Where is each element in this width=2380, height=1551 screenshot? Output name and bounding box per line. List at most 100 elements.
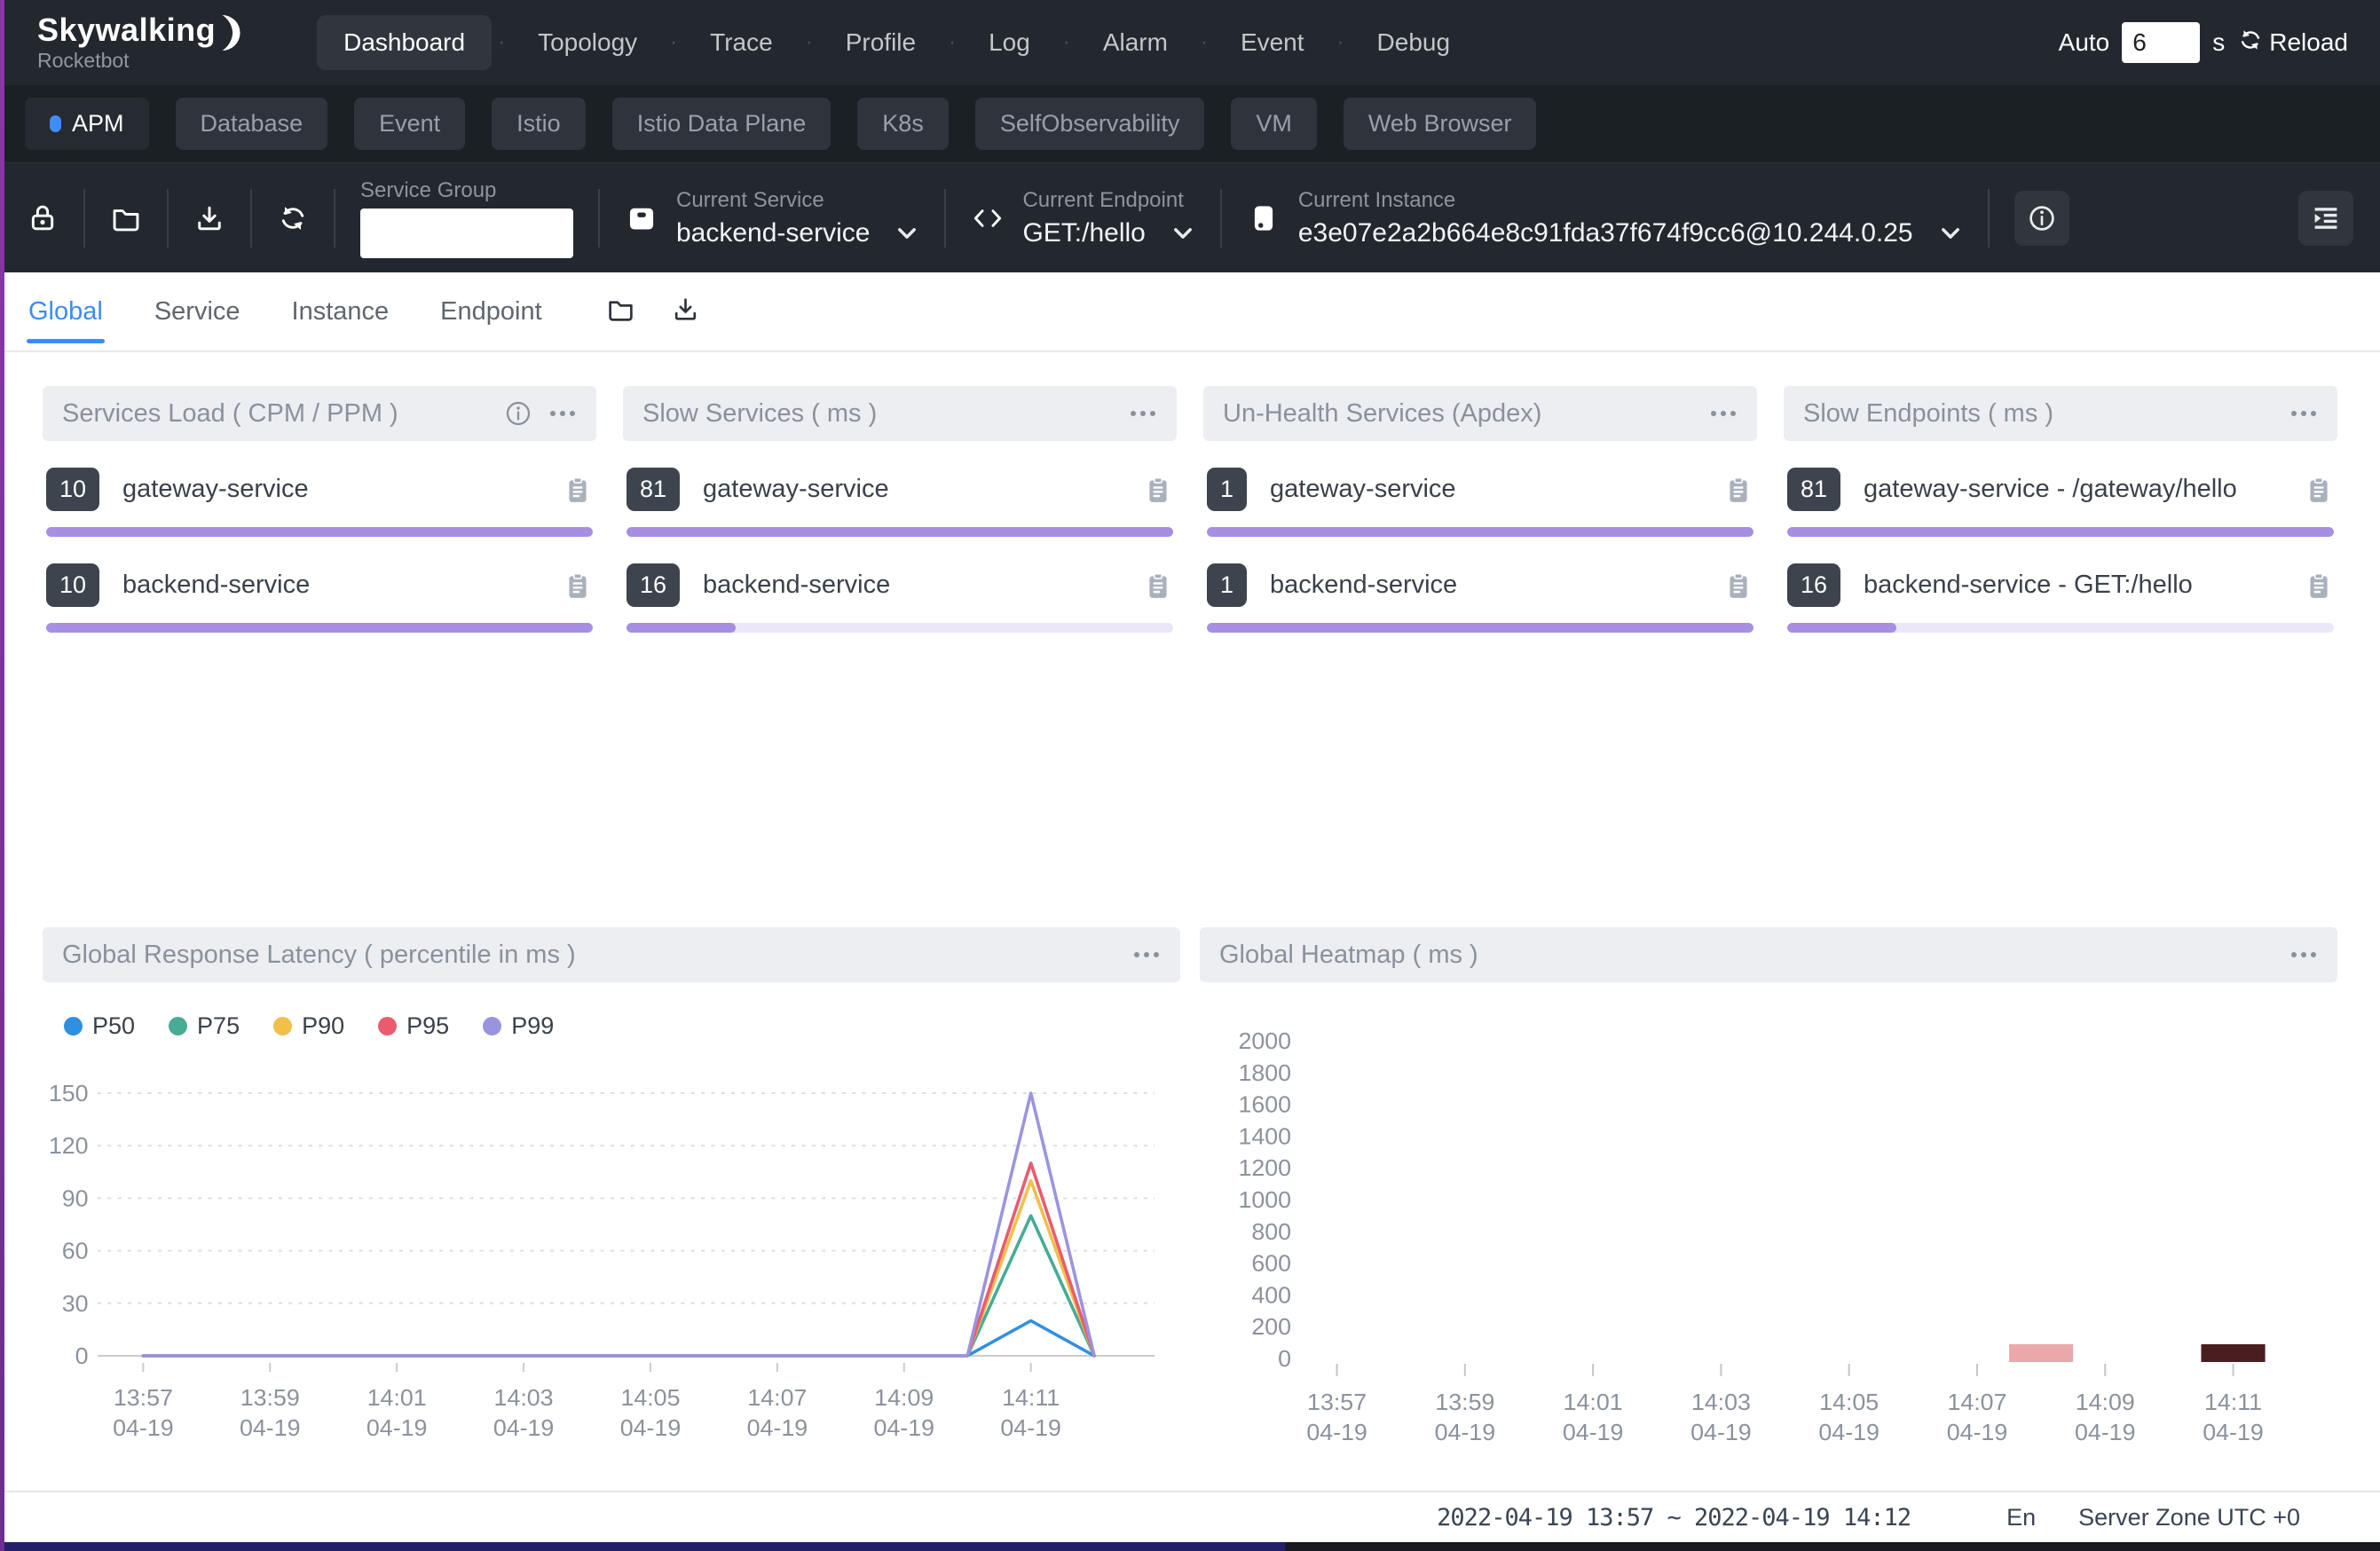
svg-text:04-19: 04-19 [240, 1414, 301, 1441]
service-name-link[interactable]: backend-service [122, 571, 540, 600]
ellipsis-menu-icon[interactable] [2289, 947, 2318, 963]
dash-tab-label: Istio Data Plane [637, 110, 807, 138]
svg-text:14:05: 14:05 [1819, 1389, 1879, 1415]
download-icon[interactable] [193, 202, 225, 234]
metric-row: 16backend-service - GET:/hello [1784, 563, 2337, 633]
legend-label: P75 [197, 1012, 240, 1040]
legend-item-p50[interactable]: P50 [64, 1012, 135, 1040]
current-service-label: Current Service [676, 188, 919, 213]
clipboard-icon[interactable] [1723, 571, 1753, 601]
chevron-down-icon [894, 221, 919, 246]
folder-icon[interactable] [606, 295, 635, 328]
divider [83, 189, 85, 248]
service-name-link[interactable]: backend-service [703, 571, 1120, 600]
divider [1988, 189, 1990, 248]
nav-item-event[interactable]: Event [1214, 15, 1331, 70]
download-icon[interactable] [671, 295, 700, 328]
service-name-link[interactable]: gateway-service [1270, 475, 1700, 504]
clipboard-icon[interactable] [1723, 475, 1753, 505]
clipboard-icon[interactable] [1143, 571, 1173, 601]
nav-item-trace[interactable]: Trace [683, 15, 800, 70]
dash-tab-selfobservability[interactable]: SelfObservability [975, 98, 1205, 150]
ellipsis-menu-icon[interactable] [2289, 405, 2318, 421]
clipboard-icon[interactable] [563, 571, 593, 601]
dash-tab-label: K8s [882, 110, 924, 138]
metric-card-services-load-cpm-ppm: Services Load ( CPM / PPM )10gateway-ser… [43, 386, 596, 633]
dash-tab-label: Event [379, 110, 440, 138]
nav-separator-dot: · [1201, 30, 1208, 55]
expand-panel-button[interactable] [2298, 191, 2353, 246]
dash-tab-apm[interactable]: APM [25, 98, 149, 150]
current-endpoint-selector[interactable]: Current Endpoint GET:/hello [971, 188, 1194, 248]
time-range-picker[interactable]: 2022-04-19 13:57 ~ 2022-04-19 14:12 [1437, 1504, 1911, 1531]
dash-tab-k8s[interactable]: K8s [857, 98, 949, 150]
language-switch[interactable]: En [2006, 1504, 2036, 1531]
current-instance-value: e3e07e2a2b664e8c91fda37f674f9cc6@10.244.… [1298, 218, 1913, 248]
clipboard-icon[interactable] [2304, 571, 2334, 601]
folder-icon[interactable] [110, 202, 142, 234]
current-instance-label: Current Instance [1298, 188, 1963, 213]
dash-tab-istio[interactable]: Istio [492, 98, 586, 150]
service-name-link[interactable]: gateway-service [703, 475, 1120, 504]
legend-item-p95[interactable]: P95 [378, 1012, 449, 1040]
reload-button[interactable]: Reload [2237, 27, 2348, 59]
dash-tab-istio-data-plane[interactable]: Istio Data Plane [612, 98, 831, 150]
svg-text:04-19: 04-19 [1306, 1419, 1367, 1445]
svg-text:14:03: 14:03 [1691, 1389, 1751, 1415]
instance-device-icon [1247, 201, 1281, 235]
dash-tab-vm[interactable]: VM [1231, 98, 1317, 150]
service-group-input[interactable] [360, 209, 573, 258]
lock-icon[interactable] [27, 202, 59, 234]
ellipsis-menu-icon[interactable] [1132, 947, 1161, 963]
info-circle-icon[interactable] [504, 399, 532, 428]
legend-item-p90[interactable]: P90 [273, 1012, 344, 1040]
view-tab-service[interactable]: Service [154, 272, 240, 350]
clipboard-icon[interactable] [2304, 475, 2334, 505]
dash-tab-event[interactable]: Event [354, 98, 465, 150]
service-name-link[interactable]: gateway-service - /gateway/hello [1864, 475, 2281, 504]
reload-icon [2237, 27, 2264, 59]
svg-text:14:09: 14:09 [2076, 1389, 2135, 1415]
bottom-popup-edge [0, 1542, 2380, 1551]
nav-item-debug[interactable]: Debug [1351, 15, 1478, 70]
current-service-value: backend-service [676, 218, 870, 248]
svg-text:04-19: 04-19 [493, 1414, 555, 1441]
nav-item-topology[interactable]: Topology [511, 15, 664, 70]
svg-text:60: 60 [62, 1238, 89, 1264]
dash-tab-web-browser[interactable]: Web Browser [1344, 98, 1537, 150]
info-button[interactable] [2014, 191, 2069, 246]
auto-label: Auto [2059, 28, 2110, 57]
left-edge-strip [0, 0, 4, 1551]
dash-tab-label: VM [1256, 110, 1292, 138]
nav-item-log[interactable]: Log [962, 15, 1057, 70]
refresh-icon[interactable] [277, 202, 309, 234]
ellipsis-menu-icon[interactable] [1709, 405, 1738, 421]
service-name-link[interactable]: gateway-service [122, 475, 540, 504]
nav-separator-dot: · [806, 30, 813, 55]
clipboard-icon[interactable] [1143, 475, 1173, 505]
dash-tab-database[interactable]: Database [176, 98, 328, 150]
auto-interval-input[interactable] [2122, 22, 2200, 63]
legend-item-p99[interactable]: P99 [483, 1012, 554, 1040]
nav-item-alarm[interactable]: Alarm [1076, 15, 1194, 70]
nav-item-dashboard[interactable]: Dashboard [317, 15, 492, 70]
view-tab-endpoint[interactable]: Endpoint [440, 272, 542, 350]
clipboard-icon[interactable] [563, 475, 593, 505]
metric-cards-row: Services Load ( CPM / PPM )10gateway-ser… [43, 386, 2337, 888]
svg-text:14:01: 14:01 [1564, 1389, 1623, 1415]
svg-text:04-19: 04-19 [1690, 1419, 1752, 1445]
global-heatmap-chart: 020040060080010001200140016001800200013:… [1200, 996, 2337, 1458]
current-service-selector[interactable]: Current Service backend-service [625, 188, 919, 248]
legend-item-p75[interactable]: P75 [169, 1012, 240, 1040]
current-instance-selector[interactable]: Current Instance e3e07e2a2b664e8c91fda37… [1247, 188, 1963, 248]
nav-item-profile[interactable]: Profile [819, 15, 942, 70]
ellipsis-menu-icon[interactable] [548, 405, 577, 421]
view-tab-global[interactable]: Global [28, 272, 103, 350]
dashboard-template-tabs: APM Database Event Istio Istio Data Plane K8s… [0, 85, 2380, 162]
divider [250, 189, 252, 248]
service-name-link[interactable]: backend-service [1270, 571, 1700, 600]
view-tab-instance[interactable]: Instance [292, 272, 390, 350]
ellipsis-menu-icon[interactable] [1129, 405, 1157, 421]
service-name-link[interactable]: backend-service - GET:/hello [1864, 571, 2281, 600]
service-group-field: Service Group [360, 178, 573, 258]
